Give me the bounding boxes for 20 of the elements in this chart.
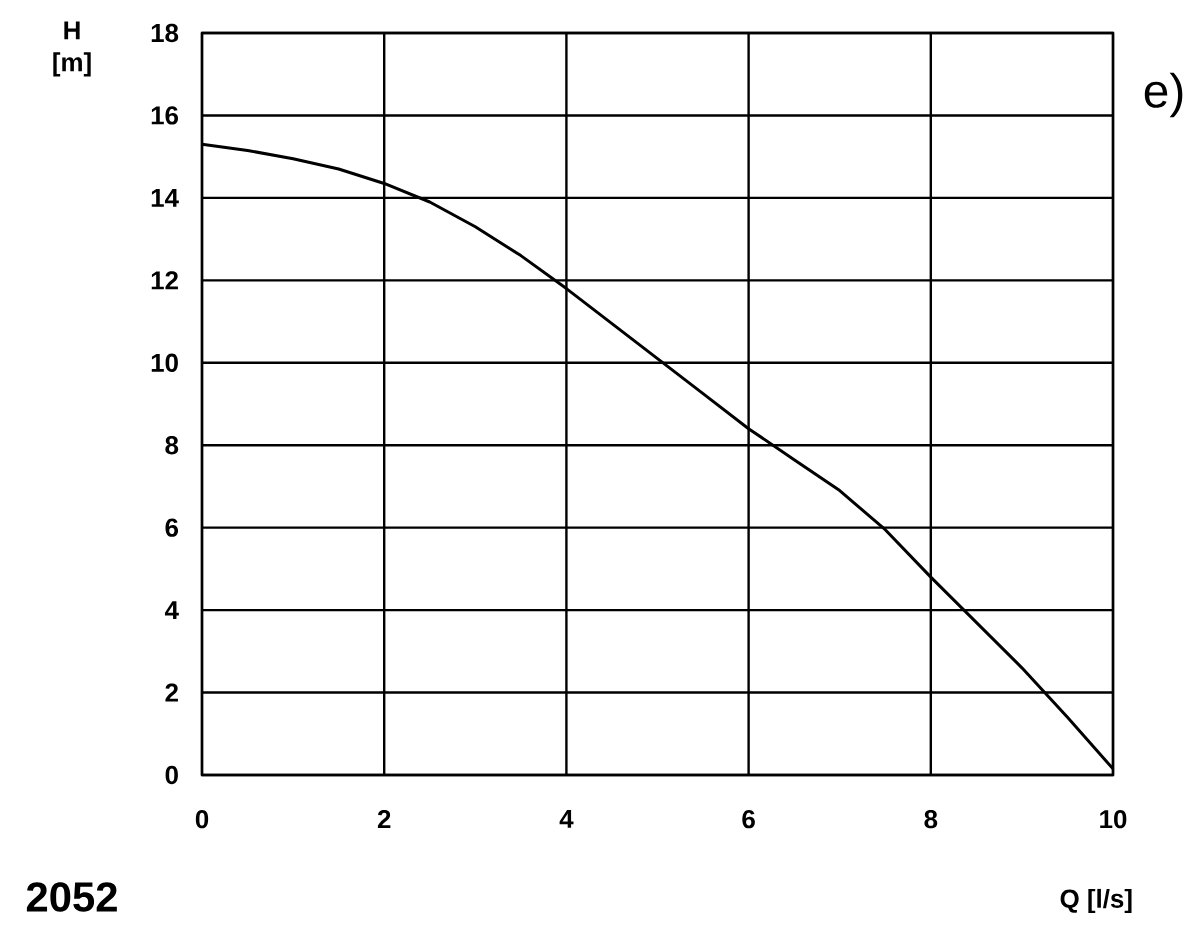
y-tick-label: 10	[151, 353, 178, 372]
x-tick-label: 10	[1100, 810, 1127, 829]
text: e)	[1144, 72, 1183, 118]
x-tick-label: 4	[559, 810, 574, 828]
y-tick-label: 12	[151, 271, 178, 290]
x-tick-label: 6	[742, 810, 755, 829]
y-tick-label: 6	[165, 518, 179, 537]
y-tick-label: 2	[165, 683, 178, 702]
y-tick-label: 8	[165, 436, 179, 455]
x-tick-label: 8	[924, 810, 938, 829]
text: 2052	[26, 882, 117, 912]
y-tick-label: 16	[151, 106, 179, 125]
y-tick-label: 4	[164, 601, 179, 620]
x-tick-label: 0	[195, 810, 209, 829]
x-tick-label: 2	[377, 810, 391, 829]
x-axis-title: Q [l/s]	[1060, 888, 1132, 914]
y-tick-label: 0	[165, 765, 178, 785]
y-axis-title: H [m]	[53, 21, 91, 77]
y-tick-label: 18	[151, 23, 179, 43]
y-tick-label: 14	[151, 188, 179, 207]
